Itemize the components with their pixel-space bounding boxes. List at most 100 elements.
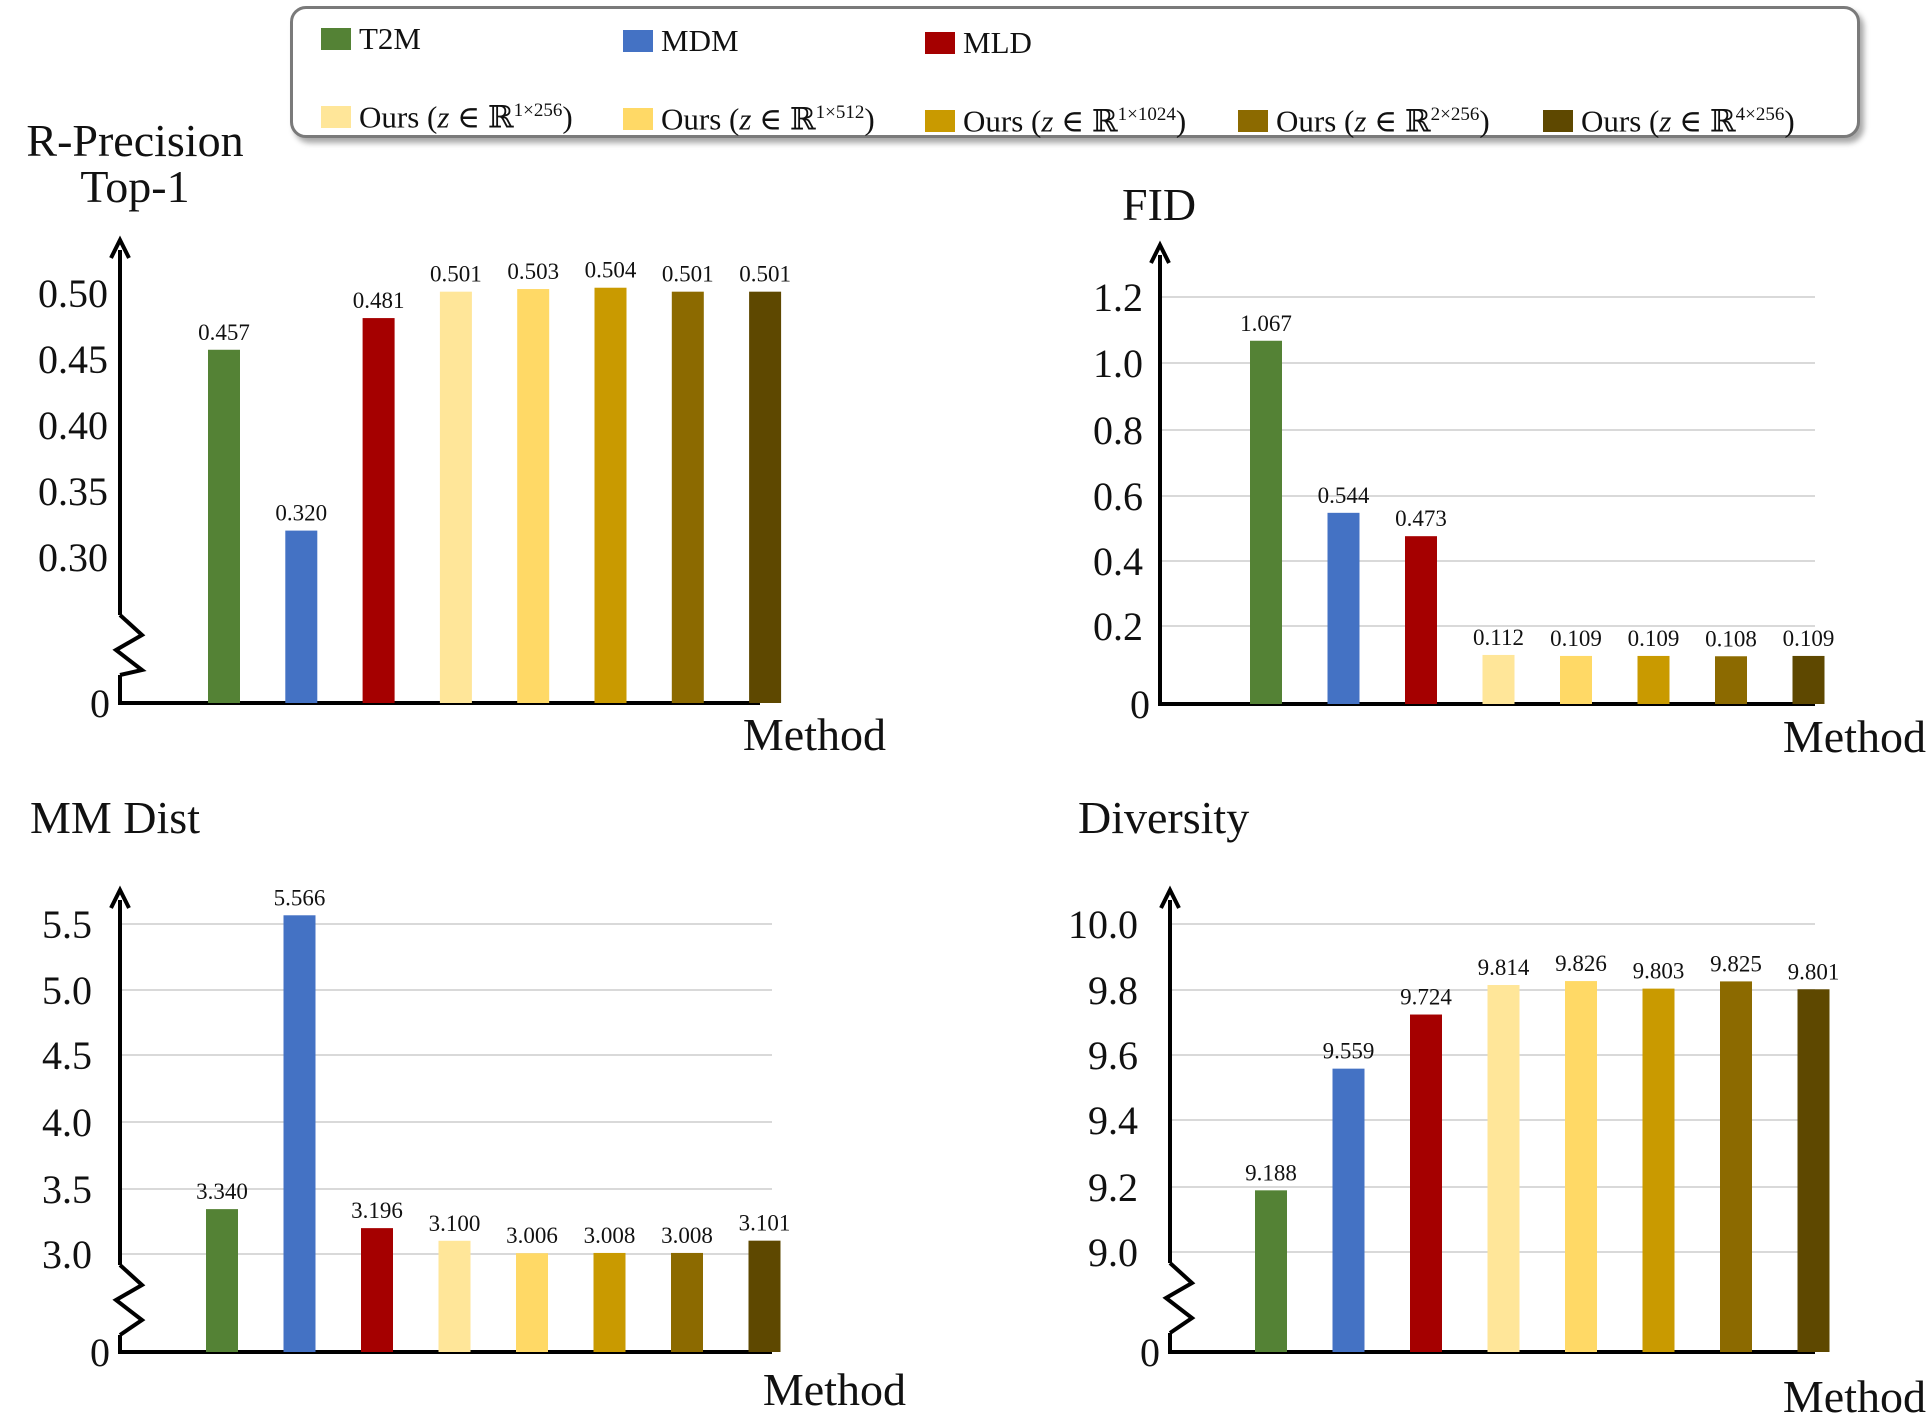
legend-item-ours-2x256: Ours (z ∈ ℝ2×256) [1238,105,1490,136]
bar-5 [1637,655,1670,704]
legend-close-ours-2x256: ) [1479,103,1490,139]
y-axis-arrow [1159,885,1181,909]
bar-value-label: 0.112 [1473,625,1524,650]
bar-1 [1332,1068,1365,1352]
legend-label-t2m: T2M [359,21,421,56]
y-tick-label: 0.8 [1093,408,1143,453]
legend-swatch-mdm [623,29,653,52]
legend-item-mld: MLD [925,27,1032,58]
y-tick-label: 0.6 [1093,474,1143,519]
legend-swatch-t2m [321,27,351,50]
legend-label-mdm: MDM [661,23,739,58]
legend-item-ours-1x256: Ours (z ∈ ℝ1×256) [321,101,573,132]
bar-value-label: 3.196 [351,1198,403,1223]
legend-label-ours-1x512: Ours (z ∈ ℝ [661,101,816,137]
legend-close-ours-1x512: ) [864,101,875,137]
y-tick-label: 3.0 [42,1232,92,1277]
y-zero-label: 0 [1130,682,1150,727]
y-tick-label: 4.5 [42,1033,92,1078]
bar-2 [1405,536,1437,704]
bar-5 [593,1252,626,1352]
bar-value-label: 9.188 [1245,1160,1297,1185]
bar-0 [1255,1190,1287,1352]
bar-3 [439,291,472,703]
legend-item-mdm: MDM [623,25,739,56]
bar-value-label: 3.101 [739,1211,791,1236]
legend-sup-ours-2x256: 2×256 [1430,104,1480,125]
y-tick-label: 3.5 [42,1167,92,1212]
bar-4 [1565,981,1597,1352]
y-tick-label: 9.6 [1088,1033,1138,1078]
bar-value-label: 0.503 [507,259,559,284]
chart-panel-0: 0.30 0.35 0.40 0.45 0.50 0 0.457 0.320 0.481 0.50… [38,235,886,760]
y-tick-label: 0.2 [1093,604,1143,649]
bar-value-label: 0.108 [1705,626,1757,651]
legend-label-ours-1x256: Ours (z ∈ ℝ [359,99,514,135]
y-zero-label: 0 [90,681,110,726]
y-tick-label: 5.5 [42,902,92,947]
bar-7 [748,1240,781,1352]
legend-swatch-ours-2x256 [1238,109,1268,132]
bar-value-label: 0.501 [662,262,714,287]
legend-item-ours-1x512: Ours (z ∈ ℝ1×512) [623,103,875,134]
bar-value-label: 9.826 [1555,951,1607,976]
legend-item-ours-1x1024: Ours (z ∈ ℝ1×1024) [925,105,1186,136]
y-tick-label: 0.45 [38,337,108,382]
chart-panel-3: 9.0 9.2 9.4 9.6 9.8 10.0 0 9.188 9.559 9.724 9.814… [1068,885,1926,1421]
legend-item-t2m: T2M [321,23,421,54]
bar-2 [361,1228,393,1352]
y-tick-label: 9.2 [1088,1165,1138,1210]
y-tick-label: 9.4 [1088,1098,1138,1143]
bar-value-label: 3.100 [429,1211,481,1236]
bar-value-label: 0.501 [739,262,791,287]
bar-value-label: 9.803 [1633,959,1685,984]
y-tick-label: 5.0 [42,968,92,1013]
y-zero-label: 0 [90,1330,110,1375]
chart-panel-1: 0.2 0.4 0.6 0.8 1.0 1.2 0 1.067 0.544 0.473 0.112 0… [1093,240,1926,762]
y-tick-label: 9.8 [1088,968,1138,1013]
y-axis-arrow [109,885,131,909]
bar-value-label: 9.814 [1478,955,1530,980]
y-tick-label: 0.4 [1093,539,1143,584]
legend-close-ours-4x256: ) [1784,103,1795,139]
x-axis-label: Method [1783,711,1926,762]
chart-panel-2: 3.0 3.5 4.0 4.5 5.0 5.5 0 3.340 5.566 3.196 3.100 3… [42,885,906,1415]
bar-6 [671,1252,703,1352]
legend-swatch-ours-1x1024 [925,109,955,132]
bar-5 [1642,988,1675,1352]
axis-break-mark [112,613,147,677]
bar-0 [1250,340,1282,704]
bar-4 [517,289,550,703]
bar-3 [438,1240,471,1352]
bar-4 [1560,655,1592,704]
bar-3 [1482,654,1515,704]
bar-value-label: 3.340 [196,1179,248,1204]
bar-value-label: 0.473 [1395,506,1447,531]
legend-sup-ours-1x1024: 1×1024 [1117,104,1176,125]
bar-2 [362,318,395,703]
legend-label-ours-1x1024: Ours (z ∈ ℝ [963,103,1118,139]
legend-close-ours-1x1024: ) [1175,103,1187,139]
bar-2 [1410,1014,1442,1352]
bar-6 [1715,656,1747,704]
bar-value-label: 0.457 [198,320,250,345]
bar-7 [749,291,782,703]
legend-sup-ours-1x256: 1×256 [513,100,563,121]
bar-value-label: 0.109 [1783,626,1835,651]
legend-item-ours-4x256: Ours (z ∈ ℝ4×256) [1543,105,1795,136]
bar-value-label: 9.559 [1323,1039,1375,1064]
y-tick-label: 4.0 [42,1100,92,1145]
bar-value-label: 0.109 [1550,626,1602,651]
axis-break-mark [112,1263,146,1337]
legend-swatch-ours-4x256 [1543,109,1573,132]
bar-1 [1327,512,1360,704]
legend-label-ours-2x256: Ours (z ∈ ℝ [1276,103,1431,139]
chart-title-mm-dist: MM Dist [30,792,200,843]
axis-break-mark [1162,1261,1196,1335]
bar-value-label: 0.544 [1318,483,1370,508]
legend-swatch-ours-1x256 [321,105,351,128]
y-tick-label: 1.0 [1093,341,1143,386]
y-tick-label: 0.30 [38,535,108,580]
bar-value-label: 3.008 [661,1223,713,1248]
